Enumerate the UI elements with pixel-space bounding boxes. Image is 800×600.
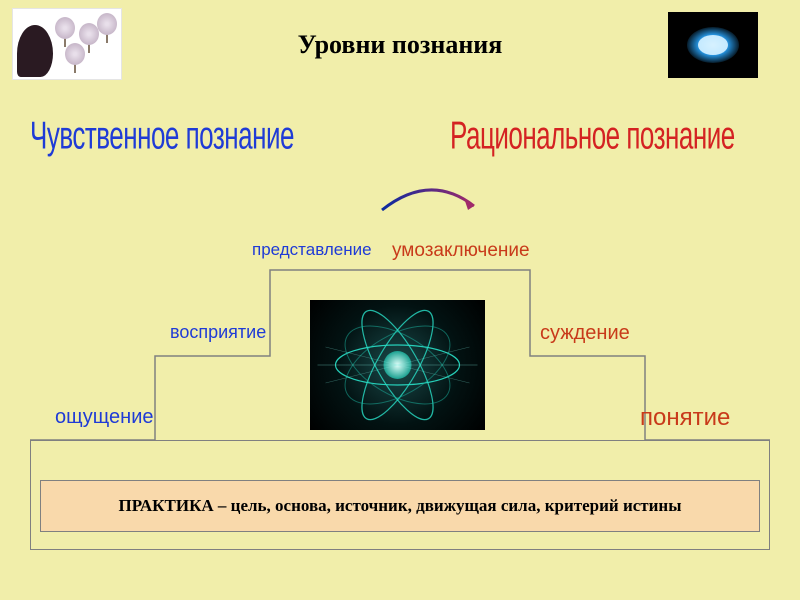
practice-box: ПРАКТИКА – цель, основа, источник, движу… xyxy=(40,480,760,532)
step-right-3: умозаключение xyxy=(392,240,530,262)
step-left-3: представление xyxy=(252,240,372,260)
atom-image xyxy=(310,300,485,430)
step-left-1: ощущение xyxy=(55,406,154,429)
step-right-1: понятие xyxy=(640,404,730,432)
practice-text: ПРАКТИКА – цель, основа, источник, движу… xyxy=(118,496,681,516)
step-right-2: суждение xyxy=(540,322,630,345)
step-left-2: восприятие xyxy=(170,322,266,343)
